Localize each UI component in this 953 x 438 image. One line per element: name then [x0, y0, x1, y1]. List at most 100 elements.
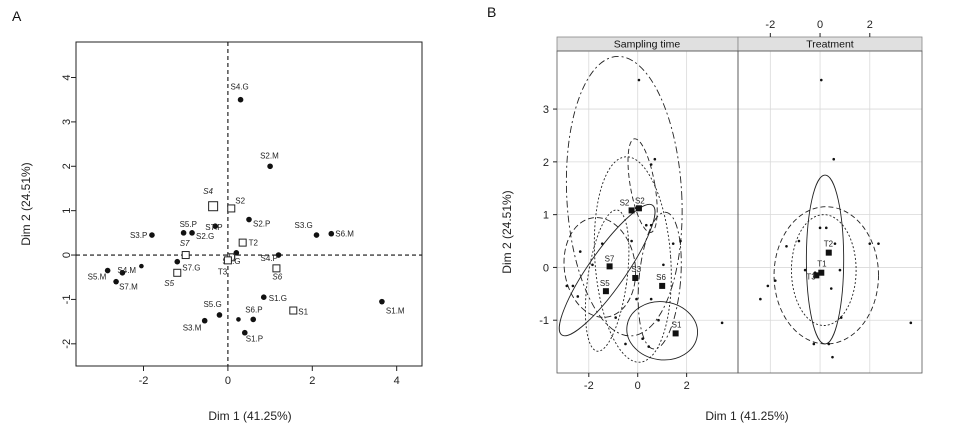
b-point-treatment	[759, 297, 762, 301]
b-centroid-s3	[632, 274, 639, 281]
b-point-treatment	[838, 268, 842, 272]
panel-a-plot: S4.G S2.M S2.P S3.G S6.M S3.P S5.P S2.GS7.P S7.G…	[76, 42, 422, 366]
a-category-s1	[289, 306, 298, 315]
a-point-s6-m	[328, 230, 335, 237]
b-centroid-t2	[825, 249, 832, 256]
a-point-label-s2-p: S2.P	[253, 220, 270, 229]
a-point-s4-p	[275, 252, 282, 258]
a-x-tick-label: 4	[394, 375, 400, 387]
b-point-treatment	[829, 287, 833, 290]
a-point-label-s6-m: S6.M	[335, 230, 354, 239]
a-point-label-s5-m: S5.M	[88, 273, 107, 282]
panel-letter-a: A	[12, 8, 22, 24]
b-point-sampling	[600, 242, 604, 245]
b-centroid-s2	[635, 205, 642, 212]
a-category-label-s1: S1	[298, 308, 308, 317]
b-point-treatment	[868, 242, 872, 245]
a-point-label-s7-p: S7.P	[205, 223, 222, 232]
a-category-label-s6: S6	[272, 272, 282, 281]
b-centroid-label-t1: T1	[817, 260, 827, 269]
panel-b-y-label: Dim 2 (24.51%)	[500, 190, 514, 273]
b-point-sampling	[591, 263, 594, 267]
b-centroid-label-s3: S3	[631, 265, 641, 274]
b-point-sampling	[647, 345, 651, 348]
a-point-label-s3-p: S3.P	[130, 231, 147, 240]
a-point-unlabeled	[139, 263, 144, 269]
a-category-label-t2: T2	[249, 239, 259, 248]
b-centroid-label-s1: S1	[672, 320, 682, 329]
b-point-sampling	[653, 157, 657, 161]
b-ellipse-sampling	[584, 209, 630, 352]
a-point-label-s1-g: S1.G	[269, 294, 287, 303]
b-point-treatment	[812, 342, 816, 346]
a-point-s1-p	[241, 329, 248, 336]
b-ellipse-sampling	[593, 156, 672, 363]
b-point-treatment	[818, 226, 822, 230]
b-point-treatment	[909, 321, 913, 325]
a-point-s6-p	[250, 316, 257, 323]
panel-b-x-label: Dim 1 (41.25%)	[705, 409, 788, 423]
b-x-tick-label: -2	[584, 380, 594, 392]
a-point-s1-m	[379, 298, 385, 305]
a-x-tick-label: 2	[309, 375, 315, 387]
a-point-s2-p	[246, 216, 252, 223]
a-point-unlabeled	[236, 317, 241, 322]
a-point-label-s2-g: S2.G	[196, 232, 214, 241]
panel-a-ticks: -2 0 2 4 -2 -1 0 1 2 3 4	[61, 74, 400, 387]
a-point-s3-g	[313, 232, 320, 238]
a-point-label-s4-m: S4.M	[117, 266, 136, 275]
b-point-sampling	[662, 263, 665, 267]
a-point-s7-m	[113, 278, 119, 285]
b-ellipse-treatment	[791, 214, 857, 326]
panel-a-frame	[75, 41, 423, 367]
a-category-label-t1: T1	[227, 252, 237, 261]
a-point-s4-g	[237, 96, 244, 103]
a-point-label-s3-g: S3.G	[295, 221, 313, 230]
b-point-treatment	[827, 342, 831, 346]
panel-b-grid	[557, 51, 922, 373]
a-point-s7-g	[174, 258, 181, 265]
a-y-tick-label: 4	[61, 74, 73, 80]
b-point-sampling	[649, 223, 653, 227]
b-point-treatment	[877, 242, 880, 245]
b-x-tick-label: 0	[635, 380, 641, 392]
a-category-s6	[272, 264, 281, 273]
b-point-treatment	[785, 245, 788, 248]
b-centroid-s7	[606, 263, 613, 270]
b-ellipse-sampling	[626, 301, 698, 361]
panel-a-x-label: Dim 1 (41.25%)	[208, 409, 291, 423]
a-category-s4	[208, 201, 219, 212]
b-ellipse-treatment	[805, 174, 845, 345]
b-point-sampling	[635, 297, 638, 301]
b-ellipse-treatment	[773, 206, 879, 345]
b-centroid-t1	[818, 269, 825, 276]
a-x-tick-label: 0	[225, 375, 231, 387]
b-point-sampling	[565, 284, 569, 288]
b-centroid-label-t2: T2	[824, 240, 834, 249]
b-point-sampling	[657, 318, 660, 322]
b-point-treatment	[797, 239, 801, 243]
b-top-tick-label: 2	[867, 19, 873, 31]
a-category-s7	[181, 251, 190, 260]
a-category-label-s2: S2	[235, 196, 245, 205]
a-y-tick-label: 2	[61, 163, 73, 169]
b-centroid-label-s2: S2	[635, 196, 645, 205]
b-centroid-s5	[602, 288, 609, 295]
a-point-label-s4-g: S4.G	[231, 83, 249, 92]
b-ellipse-sampling	[565, 55, 683, 337]
b-point-treatment	[766, 284, 770, 288]
panel-b-ticks: -2 -2 0 0 2 2 -1 0 1 2 3	[539, 19, 873, 392]
b-point-sampling	[624, 342, 627, 346]
a-point-label-s5-g: S5.G	[203, 300, 221, 309]
b-point-treatment	[831, 355, 834, 359]
b-point-treatment	[839, 316, 843, 319]
b-point-sampling	[614, 316, 618, 319]
panel-b-right-frame	[737, 50, 923, 374]
b-point-treatment	[819, 78, 823, 82]
a-point-label-s5-p: S5.P	[180, 220, 197, 229]
b-y-tick-label: 0	[543, 262, 549, 274]
b-top-tick-label: -2	[765, 19, 775, 31]
